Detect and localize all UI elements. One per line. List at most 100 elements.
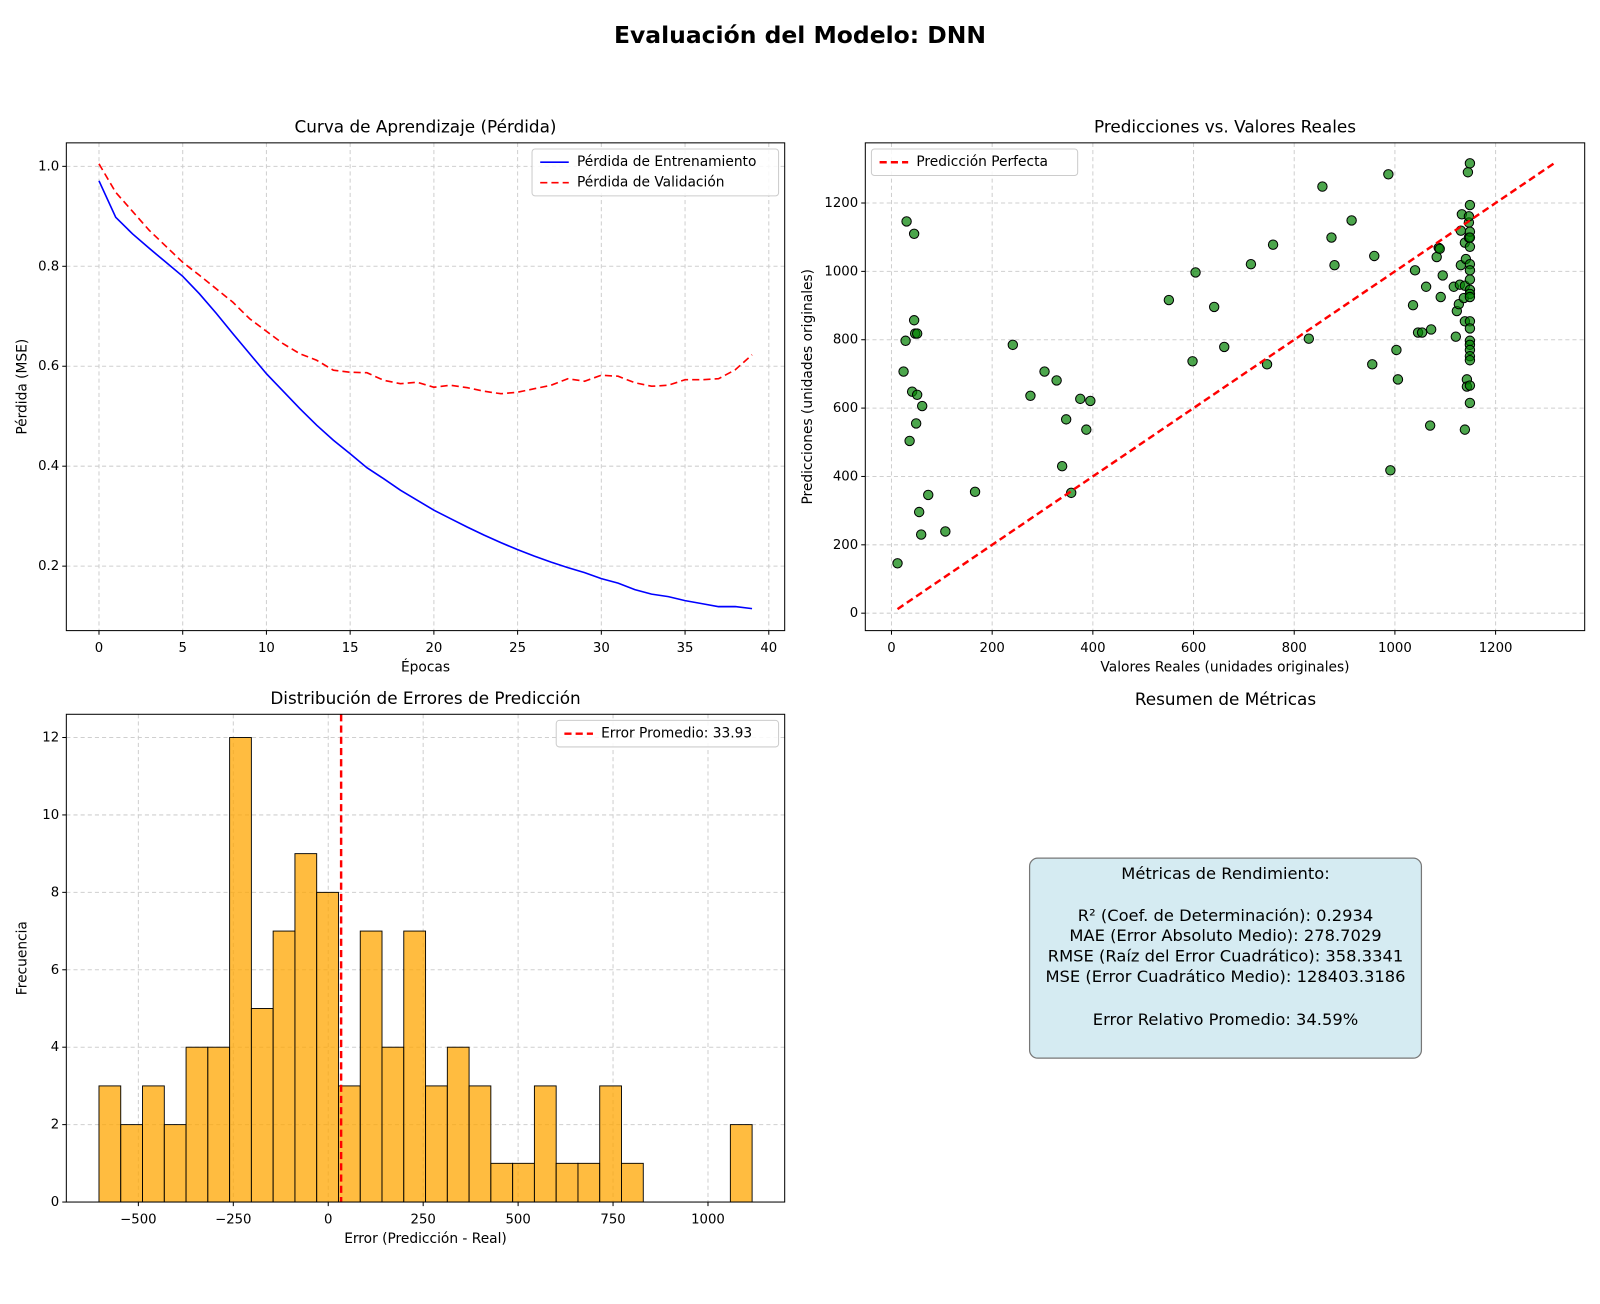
- scatter-point: [1434, 243, 1445, 255]
- y-tick-label: 6: [51, 963, 59, 978]
- scatter-point: [1303, 333, 1315, 344]
- y-tick-label: 0: [51, 1195, 59, 1210]
- scatter-point: [1261, 359, 1273, 370]
- legend-label: Pérdida de Entrenamiento: [577, 154, 756, 170]
- scatter-point: [1369, 250, 1380, 262]
- scatter-point: [1464, 380, 1476, 391]
- scatter-point: [1056, 461, 1068, 472]
- scatter-point: [1409, 265, 1421, 276]
- y-tick-label: 4: [51, 1040, 59, 1055]
- y-tick-label: 10: [42, 808, 59, 823]
- histogram-bar: [185, 1046, 209, 1203]
- scatter-point: [1060, 414, 1072, 425]
- x-tick-label: 0: [887, 641, 895, 656]
- metrics-footer: Error Relativo Promedio: 34.59%: [1093, 1010, 1358, 1029]
- legend-label: Predicción Perfecta: [916, 154, 1048, 170]
- histogram-bar: [272, 930, 296, 1203]
- scatter-point: [900, 335, 911, 346]
- scatter-point: [1464, 323, 1476, 334]
- x-tick-label: 400: [1080, 641, 1105, 656]
- metric-line: MSE (Error Cuadrático Medio): 128403.318…: [1045, 967, 1405, 986]
- histogram-bar: [142, 1085, 165, 1203]
- x-tick-label: 35: [677, 641, 694, 656]
- x-tick-label: 500: [505, 1212, 530, 1227]
- scatter-point: [898, 366, 909, 377]
- scatter-point: [1464, 232, 1476, 243]
- x-tick-label: −500: [120, 1212, 156, 1227]
- x-tick-label: 5: [178, 641, 186, 656]
- scatter-point: [1326, 232, 1337, 243]
- scatter-point: [1385, 465, 1396, 476]
- line-series: [98, 180, 753, 610]
- histogram-bar: [425, 1085, 448, 1203]
- y-tick-label: 200: [833, 538, 858, 553]
- scatter-point: [908, 228, 920, 239]
- scatter-point: [1392, 374, 1404, 385]
- scatter-point: [923, 489, 934, 501]
- y-tick-label: 0.4: [38, 459, 59, 474]
- histogram-bar: [98, 1085, 122, 1203]
- metric-line: MAE (Error Absoluto Medio): 278.7029: [1069, 926, 1381, 945]
- scatter-point: [969, 486, 981, 498]
- scatter-point: [913, 506, 925, 518]
- metric-line: R² (Coef. de Determinación): 0.2934: [1078, 906, 1373, 925]
- scatter-point: [1329, 260, 1340, 271]
- y-axis-label: Predicciones (unidades originales): [800, 269, 816, 505]
- plot-frame: [65, 142, 786, 632]
- scatter-point: [1081, 424, 1092, 435]
- scatter-point: [1075, 393, 1086, 405]
- scatter-point: [915, 529, 927, 540]
- metric-line: RMSE (Raíz del Error Cuadrático): 358.33…: [1048, 947, 1403, 966]
- x-axis-label: Valores Reales (unidades originales): [1100, 659, 1349, 675]
- histogram-bar: [250, 1008, 274, 1203]
- legend-label: Error Promedio: 33.93: [601, 726, 752, 742]
- scatter-point: [1463, 211, 1475, 222]
- legend-box: [555, 719, 780, 748]
- plot-frame: [65, 713, 786, 1203]
- scatter-point: [1407, 300, 1419, 311]
- histogram-bar: [533, 1085, 557, 1203]
- y-tick-label: 8: [51, 885, 59, 900]
- histogram-bar: [468, 1085, 492, 1203]
- scatter-point: [1435, 291, 1446, 303]
- x-tick-label: 30: [593, 641, 610, 656]
- scatter-point: [911, 328, 923, 339]
- scatter-point: [1450, 331, 1462, 342]
- scatter-point: [1391, 344, 1402, 356]
- plot-frame: [864, 142, 1586, 632]
- histogram-bar: [120, 1124, 144, 1203]
- scatter-point: [1420, 281, 1432, 292]
- scatter-point: [1464, 265, 1476, 276]
- x-tick-label: 20: [425, 641, 442, 656]
- scatter-point: [1163, 294, 1175, 306]
- scatter-point: [1219, 341, 1230, 353]
- scatter-point: [1208, 301, 1220, 313]
- scatter-point: [1317, 181, 1328, 192]
- scatter-point: [910, 418, 922, 429]
- y-tick-label: 1.0: [38, 159, 59, 174]
- y-tick-label: 0.6: [38, 359, 59, 374]
- scatter-point: [1464, 199, 1476, 211]
- histogram-bar: [359, 930, 383, 1203]
- y-axis-label: Pérdida (MSE): [14, 339, 30, 435]
- y-tick-label: 2: [51, 1118, 59, 1133]
- chart-title: Curva de Aprendizaje (Pérdida): [295, 117, 557, 137]
- metrics-box: [1028, 857, 1423, 1059]
- scatter-point: [1085, 395, 1096, 407]
- x-tick-label: 600: [1181, 641, 1206, 656]
- y-axis-label: Frecuencia: [14, 921, 30, 995]
- panel-title: Resumen de Métricas: [1135, 689, 1316, 709]
- scatter-point: [1383, 169, 1394, 180]
- scatter-point: [1190, 267, 1201, 278]
- histogram-bar: [316, 891, 339, 1203]
- scatter-point: [916, 400, 928, 412]
- legend-label: Pérdida de Validación: [577, 175, 725, 191]
- x-axis-label: Épocas: [401, 657, 450, 675]
- scatter-point: [1416, 327, 1428, 338]
- scatter-point: [1437, 270, 1448, 281]
- scatter-point: [940, 526, 951, 537]
- scatter-point: [1346, 215, 1357, 226]
- x-tick-label: −250: [215, 1212, 251, 1227]
